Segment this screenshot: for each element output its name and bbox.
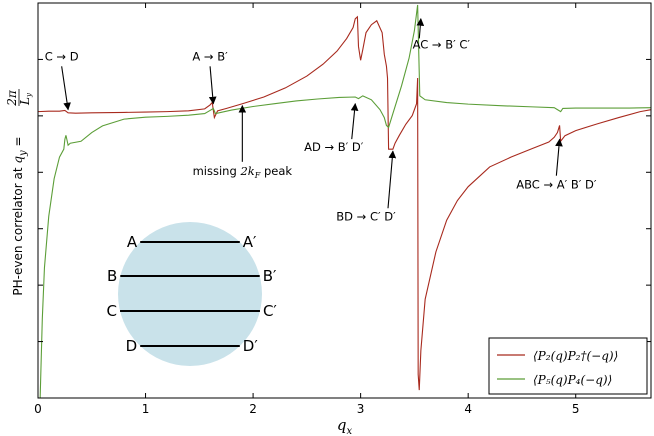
annotation-bd: BD → C′ D′ — [336, 209, 396, 223]
annotation-cd: C → D — [45, 49, 79, 63]
inset-label-right: B′ — [263, 267, 277, 285]
annotation-ad: AD → B′ D′ — [304, 140, 364, 154]
x-tick-label: 0 — [34, 402, 42, 416]
annotation-arrow-cd — [61, 66, 71, 111]
x-tick-label: 1 — [142, 402, 150, 416]
annotation-arrow-abc — [555, 138, 563, 176]
y-axis-label: PH-even correlator at qy = — [11, 136, 29, 295]
x-axis-label: qx — [337, 416, 353, 436]
svg-text:2π: 2π — [5, 89, 19, 107]
x-tick-label: 5 — [572, 402, 580, 416]
plot-frame — [37, 2, 652, 399]
y-axis-fraction: 2π Ly — [5, 89, 33, 107]
series-layer — [38, 4, 651, 398]
annotation-ab: A → B′ — [192, 49, 228, 63]
inset-circle — [118, 222, 262, 366]
inset-label-right: C′ — [263, 302, 277, 320]
x-tick-label: 3 — [357, 402, 365, 416]
inset-label-right: A′ — [243, 233, 257, 251]
annotation-arrow-bd — [387, 150, 397, 209]
inset-label-left: D — [126, 337, 138, 355]
inset-label-left: C — [107, 302, 117, 320]
legend-label-1: ⟨P₂(q)P₂†(−q)⟩ — [533, 349, 618, 363]
annotation-abc: ABC → A′ B′ D′ — [516, 178, 597, 192]
annotation-arrow-ad — [350, 102, 359, 140]
annotations-layer: C → D A → B′ missing 2kF peak AD → B′ D′ BD … — [45, 18, 597, 223]
inset-label-right: D′ — [243, 337, 259, 355]
inset-label-left: B — [107, 267, 117, 285]
inset-diagram: A A′ B B′ C C′ D D′ — [107, 222, 277, 366]
series-line-1 — [38, 15, 651, 391]
annotation-arrow-ab — [208, 66, 217, 105]
annotation-arrow-ac — [416, 18, 425, 39]
inset-label-left: A — [127, 233, 138, 251]
annotation-mk: missing 2kF peak — [193, 164, 293, 180]
legend: ⟨P₂(q)P₂†(−q)⟩ ⟨P₅(q)P₄(−q)⟩ — [488, 337, 648, 395]
series-line-2 — [39, 4, 651, 398]
legend-label-2: ⟨P₅(q)P₄(−q)⟩ — [533, 373, 612, 387]
x-tick-label: 2 — [249, 402, 257, 416]
axes-layer: 0 1 2 3 4 5 qx PH-even correlator at qy = 2π Ly — [5, 2, 652, 436]
annotation-ac: AC → B′ C′ — [413, 37, 471, 51]
x-tick-label: 4 — [464, 402, 472, 416]
legend-box — [488, 337, 648, 395]
svg-text:Ly: Ly — [18, 92, 33, 106]
